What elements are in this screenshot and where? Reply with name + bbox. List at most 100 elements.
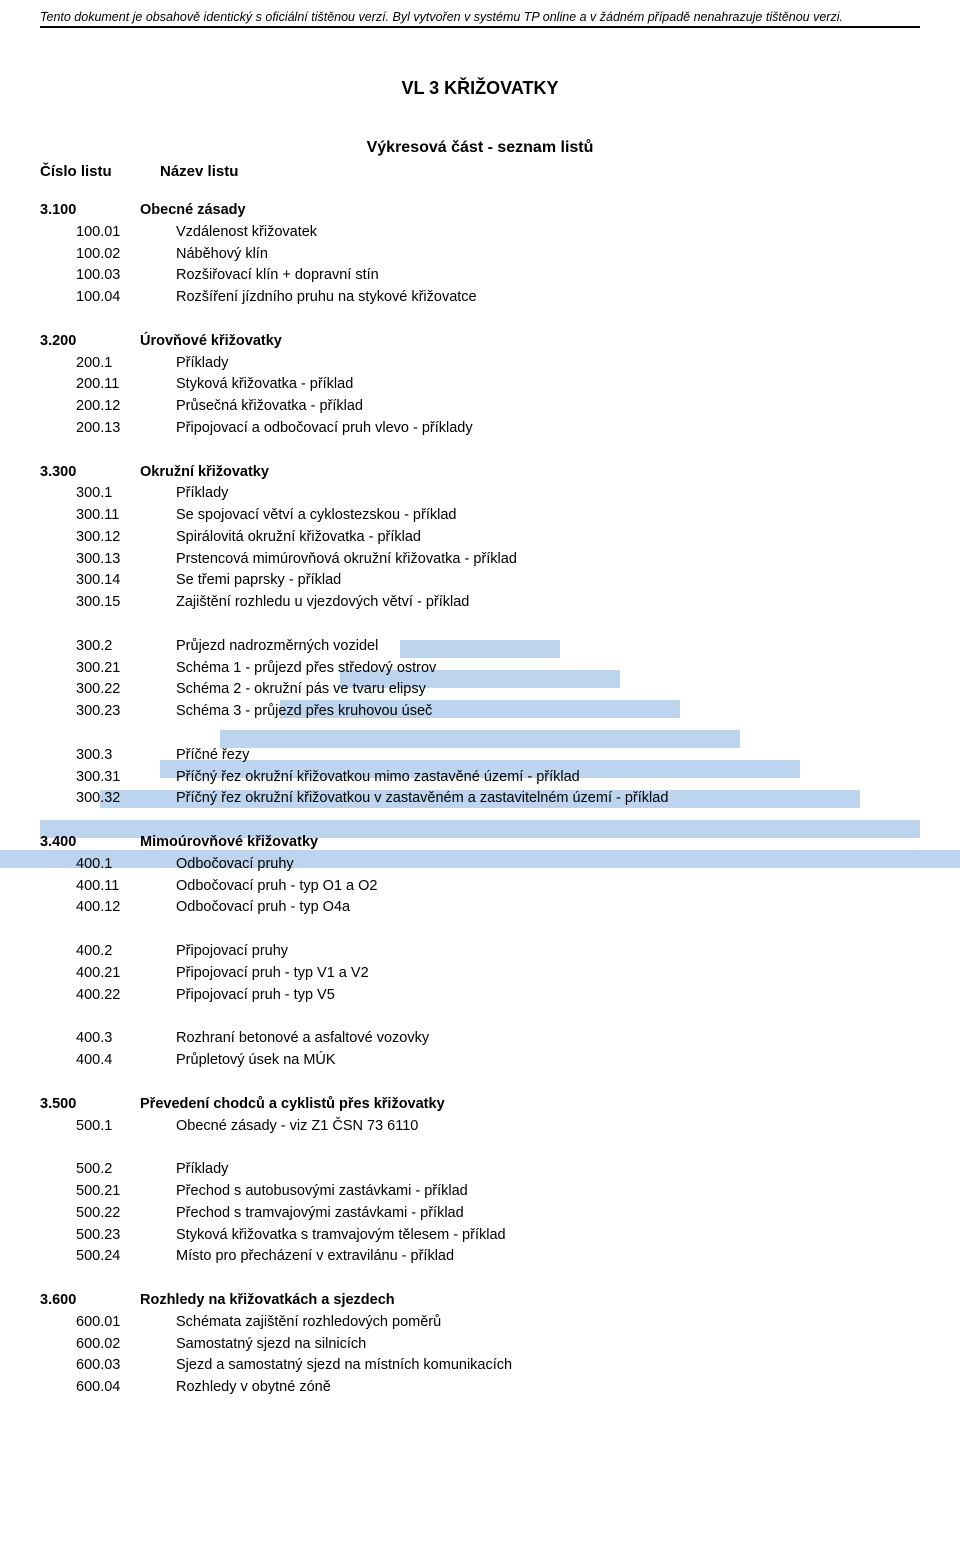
entry-number: 600.01 bbox=[40, 1312, 176, 1334]
entry-row: 100.04Rozšíření jízdního pruhu na stykov… bbox=[40, 287, 920, 309]
entry-number: 400.22 bbox=[40, 985, 176, 1007]
entry-label: Mimoúrovňové křižovatky bbox=[140, 832, 920, 854]
entry-row: 400.12Odbočovací pruh - typ O4a bbox=[40, 897, 920, 919]
entry-number: 500.1 bbox=[40, 1116, 176, 1138]
entry-label: Místo pro přecházení v extravilánu - pří… bbox=[176, 1246, 920, 1268]
entry-label: Průpletový úsek na MÚK bbox=[176, 1050, 920, 1072]
entry-row: 300.13Prstencová mimúrovňová okružní kři… bbox=[40, 549, 920, 571]
entry-group: 3.500Převedení chodců a cyklistů přes kř… bbox=[40, 1094, 920, 1138]
entry-label: Průsečná křižovatka - příklad bbox=[176, 396, 920, 418]
entry-number: 300.21 bbox=[40, 658, 176, 680]
entry-label: Prstencová mimúrovňová okružní křižovatk… bbox=[176, 549, 920, 571]
entry-row: 600.01Schémata zajištění rozhledových po… bbox=[40, 1312, 920, 1334]
entry-label: Příklady bbox=[176, 353, 920, 375]
entry-label: Průjezd nadrozměrných vozidel bbox=[176, 636, 920, 658]
entry-row: 300.11Se spojovací větví a cyklostezskou… bbox=[40, 505, 920, 527]
entry-row: 300.32Příčný řez okružní křižovatkou v z… bbox=[40, 788, 920, 810]
entry-row: 200.12Průsečná křižovatka - příklad bbox=[40, 396, 920, 418]
entry-number: 400.4 bbox=[40, 1050, 176, 1072]
entry-label: Schéma 3 - průjezd přes kruhovou úseč bbox=[176, 701, 920, 723]
entry-label: Připojovací pruh - typ V1 a V2 bbox=[176, 963, 920, 985]
entry-label: Přechod s tramvajovými zastávkami - přík… bbox=[176, 1203, 920, 1225]
entry-number: 400.21 bbox=[40, 963, 176, 985]
entry-group: 3.100Obecné zásady100.01Vzdálenost křižo… bbox=[40, 200, 920, 309]
entry-number: 300.13 bbox=[40, 549, 176, 571]
entry-label: Schéma 1 - průjezd přes středový ostrov bbox=[176, 658, 920, 680]
entry-number: 400.1 bbox=[40, 854, 176, 876]
entry-label: Připojovací a odbočovací pruh vlevo - př… bbox=[176, 418, 920, 440]
entry-label: Příčné řezy bbox=[176, 745, 920, 767]
entry-row: 300.3Příčné řezy bbox=[40, 745, 920, 767]
entry-label: Přechod s autobusovými zastávkami - přík… bbox=[176, 1181, 920, 1203]
entry-row: 400.4Průpletový úsek na MÚK bbox=[40, 1050, 920, 1072]
entry-number: 200.12 bbox=[40, 396, 176, 418]
entry-label: Připojovací pruhy bbox=[176, 941, 920, 963]
horizontal-rule bbox=[40, 26, 920, 28]
entry-row-heading: 3.200Úrovňové křižovatky bbox=[40, 331, 920, 353]
entry-label: Se třemi paprsky - příklad bbox=[176, 570, 920, 592]
entry-number: 3.100 bbox=[40, 200, 140, 222]
entry-label: Rozšíření jízdního pruhu na stykové křiž… bbox=[176, 287, 920, 309]
entry-number: 500.22 bbox=[40, 1203, 176, 1225]
entry-number: 500.23 bbox=[40, 1225, 176, 1247]
entry-row: 100.02Náběhový klín bbox=[40, 244, 920, 266]
entry-label: Náběhový klín bbox=[176, 244, 920, 266]
entry-number: 100.02 bbox=[40, 244, 176, 266]
entry-row: 200.11Styková křižovatka - příklad bbox=[40, 374, 920, 396]
entry-number: 300.2 bbox=[40, 636, 176, 658]
document-page: Tento dokument je obsahově identický s o… bbox=[0, 0, 960, 1543]
entry-number: 300.12 bbox=[40, 527, 176, 549]
entry-group: 3.200Úrovňové křižovatky200.1Příklady200… bbox=[40, 331, 920, 440]
entry-row: 300.23Schéma 3 - průjezd přes kruhovou ú… bbox=[40, 701, 920, 723]
header-number-column: Číslo listu bbox=[40, 163, 160, 180]
entry-number: 500.2 bbox=[40, 1159, 176, 1181]
entry-label: Schéma 2 - okružní pás ve tvaru elipsy bbox=[176, 679, 920, 701]
entry-row: 300.12Spirálovitá okružní křižovatka - p… bbox=[40, 527, 920, 549]
entry-number: 400.2 bbox=[40, 941, 176, 963]
entry-label: Rozhledy na křižovatkách a sjezdech bbox=[140, 1290, 920, 1312]
entry-number: 300.3 bbox=[40, 745, 176, 767]
entry-label: Obecné zásady - viz Z1 ČSN 73 6110 bbox=[176, 1116, 920, 1138]
entry-number: 3.600 bbox=[40, 1290, 140, 1312]
entry-row: 300.14Se třemi paprsky - příklad bbox=[40, 570, 920, 592]
entry-row: 300.15Zajištění rozhledu u vjezdových vě… bbox=[40, 592, 920, 614]
entry-number: 100.04 bbox=[40, 287, 176, 309]
entry-number: 300.1 bbox=[40, 483, 176, 505]
entry-row: 600.02Samostatný sjezd na silnicích bbox=[40, 1334, 920, 1356]
entry-row: 200.13Připojovací a odbočovací pruh vlev… bbox=[40, 418, 920, 440]
entry-number: 300.32 bbox=[40, 788, 176, 810]
entry-row: 600.04Rozhledy v obytné zóně bbox=[40, 1377, 920, 1399]
entry-row: 500.2Příklady bbox=[40, 1159, 920, 1181]
entry-label: Rozšiřovací klín + dopravní stín bbox=[176, 265, 920, 287]
entry-row: 400.2Připojovací pruhy bbox=[40, 941, 920, 963]
entry-label: Styková křižovatka s tramvajovým tělesem… bbox=[176, 1225, 920, 1247]
entry-row: 400.3Rozhraní betonové a asfaltové vozov… bbox=[40, 1028, 920, 1050]
entry-label: Sjezd a samostatný sjezd na místních kom… bbox=[176, 1355, 920, 1377]
entry-label: Rozhraní betonové a asfaltové vozovky bbox=[176, 1028, 920, 1050]
entry-row: 300.1Příklady bbox=[40, 483, 920, 505]
entry-label: Příčný řez okružní křižovatkou v zastavě… bbox=[176, 788, 920, 810]
entry-group: 300.2Průjezd nadrozměrných vozidel300.21… bbox=[40, 636, 920, 723]
entry-number: 300.11 bbox=[40, 505, 176, 527]
entry-label: Vzdálenost křižovatek bbox=[176, 222, 920, 244]
entry-number: 3.400 bbox=[40, 832, 140, 854]
entry-label: Příklady bbox=[176, 1159, 920, 1181]
entry-number: 300.23 bbox=[40, 701, 176, 723]
entry-row: 100.01Vzdálenost křižovatek bbox=[40, 222, 920, 244]
entry-row: 400.1Odbočovací pruhy bbox=[40, 854, 920, 876]
entries-list: 3.100Obecné zásady100.01Vzdálenost křižo… bbox=[40, 200, 920, 1399]
entry-label: Příčný řez okružní křižovatkou mimo zast… bbox=[176, 767, 920, 789]
entry-number: 3.500 bbox=[40, 1094, 140, 1116]
entry-row: 300.22Schéma 2 - okružní pás ve tvaru el… bbox=[40, 679, 920, 701]
entry-number: 200.11 bbox=[40, 374, 176, 396]
entry-row: 400.11Odbočovací pruh - typ O1 a O2 bbox=[40, 876, 920, 898]
entry-label: Úrovňové křižovatky bbox=[140, 331, 920, 353]
entry-group: 400.3Rozhraní betonové a asfaltové vozov… bbox=[40, 1028, 920, 1072]
entry-label: Spirálovitá okružní křižovatka - příklad bbox=[176, 527, 920, 549]
entry-row: 300.31Příčný řez okružní křižovatkou mim… bbox=[40, 767, 920, 789]
entry-number: 600.03 bbox=[40, 1355, 176, 1377]
entry-group: 400.2Připojovací pruhy400.21Připojovací … bbox=[40, 941, 920, 1006]
header-name-column: Název listu bbox=[160, 163, 238, 180]
entry-group: 500.2Příklady500.21Přechod s autobusovým… bbox=[40, 1159, 920, 1268]
entry-number: 400.3 bbox=[40, 1028, 176, 1050]
